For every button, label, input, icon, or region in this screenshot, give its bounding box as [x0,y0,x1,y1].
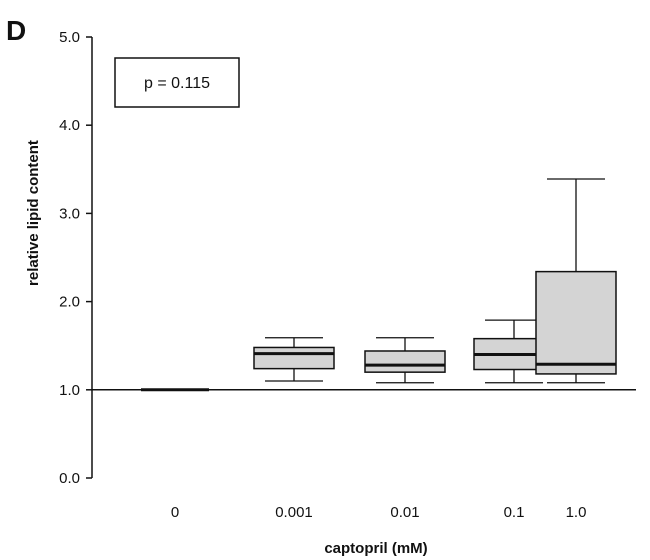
x-tick-label: 0.01 [390,504,419,521]
x-tick-label: 1.0 [566,504,587,521]
boxes-group [141,178,617,392]
y-tick-label: 5.0 [59,29,80,46]
box-iqr [535,270,617,375]
panel-label: D [6,15,26,46]
box-iqr [364,350,446,373]
y-tick-label: 4.0 [59,117,80,134]
box-0.01 [364,337,446,384]
box-0.001 [253,337,335,382]
x-axis: 0 0.001 0.01 0.1 1.0 [171,504,587,521]
y-axis: 0.0 1.0 2.0 3.0 4.0 5.0 [59,29,93,487]
y-tick-label: 3.0 [59,205,80,222]
p-value-text: p = 0.115 [144,75,210,92]
p-value-annotation: p = 0.115 [114,57,240,108]
x-tick-label: 0.001 [275,504,313,521]
p-value-box [114,57,240,108]
x-tick-label: 0.1 [504,504,525,521]
x-axis-label: captopril (mM) [324,540,427,557]
x-tick-label: 0 [171,504,179,521]
box-iqr [253,346,335,370]
y-tick-label: 0.0 [59,470,80,487]
box-1.0 [535,178,617,384]
y-axis-label: relative lipid content [25,140,42,286]
y-tick-label: 2.0 [59,294,80,311]
y-tick-label: 1.0 [59,382,80,399]
